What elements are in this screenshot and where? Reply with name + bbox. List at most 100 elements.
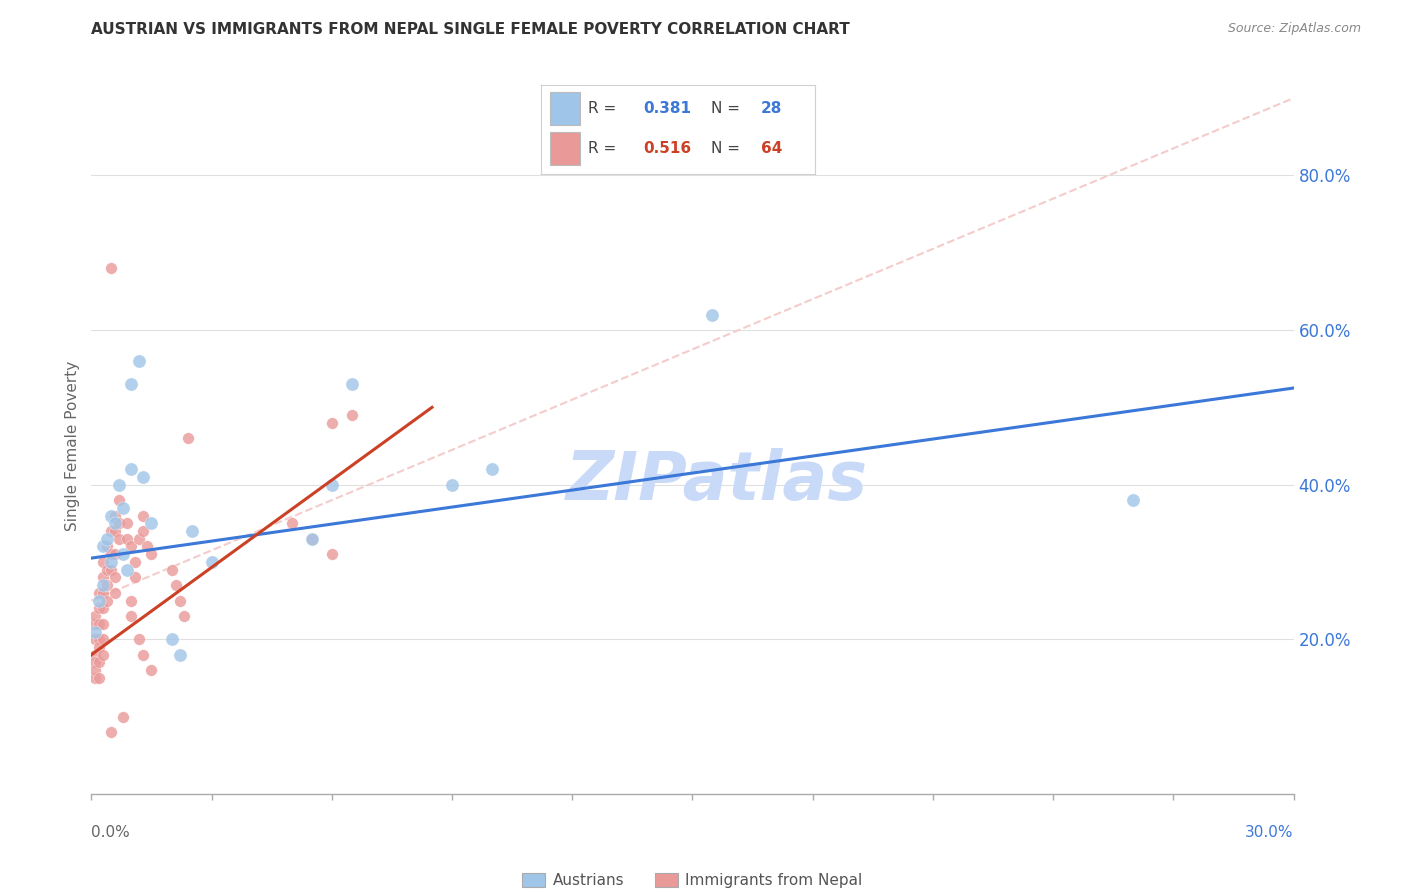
Text: 28: 28 [761,101,782,116]
Point [180,524,202,538]
Point [100,261,122,276]
Point [108,493,131,508]
Point [160,632,183,647]
Point [89,656,111,670]
Point [89,632,111,647]
Point [100,547,122,561]
Point [1122,493,1144,508]
Point [104,516,127,531]
Point [340,408,363,422]
Point [124,555,146,569]
Point [141,663,163,677]
Point [100,563,122,577]
Point [104,508,127,523]
Point [100,725,122,739]
Point [321,547,343,561]
Text: R =: R = [588,141,621,156]
Point [173,609,195,624]
Point [104,524,127,538]
Point [301,532,323,546]
Point [169,593,191,607]
Point [93,555,115,569]
Point [321,416,343,430]
Point [160,563,183,577]
Point [89,586,111,600]
Text: 0.516: 0.516 [643,141,690,156]
Point [96,578,118,592]
Point [84,656,107,670]
Point [89,601,111,615]
Point [93,570,115,584]
Point [84,663,107,677]
Point [93,632,115,647]
Point [104,586,127,600]
Point [89,616,111,631]
Point [84,671,107,685]
Point [124,570,146,584]
Point [96,563,118,577]
Point [121,377,143,392]
Text: AUSTRIAN VS IMMIGRANTS FROM NEPAL SINGLE FEMALE POVERTY CORRELATION CHART: AUSTRIAN VS IMMIGRANTS FROM NEPAL SINGLE… [91,22,851,37]
Point [108,477,131,491]
Point [93,540,115,554]
Point [281,516,304,531]
Point [117,563,139,577]
Text: 0.381: 0.381 [643,101,690,116]
Point [121,462,143,476]
Point [108,516,131,531]
Text: N =: N = [711,101,745,116]
Point [176,431,198,445]
Point [93,586,115,600]
Point [84,624,107,639]
Point [89,593,111,607]
Point [100,508,122,523]
Point [132,524,155,538]
Point [169,648,191,662]
Point [128,354,150,368]
Point [93,648,115,662]
Point [112,547,135,561]
Point [121,593,143,607]
Point [96,593,118,607]
Point [108,532,131,546]
Point [128,532,150,546]
Point [89,640,111,654]
Text: 64: 64 [761,141,782,156]
Point [117,532,139,546]
Point [132,470,155,484]
Point [132,508,155,523]
Point [121,540,143,554]
Text: Source: ZipAtlas.com: Source: ZipAtlas.com [1227,22,1361,36]
Point [112,500,135,515]
Legend: Austrians, Immigrants from Nepal: Austrians, Immigrants from Nepal [516,867,869,892]
FancyBboxPatch shape [550,92,579,125]
FancyBboxPatch shape [550,132,579,165]
Point [141,547,163,561]
Text: 0.0%: 0.0% [91,825,131,840]
Point [201,555,224,569]
Point [100,524,122,538]
Point [100,555,122,569]
Point [93,616,115,631]
Point [84,648,107,662]
Point [136,540,159,554]
Point [93,601,115,615]
Point [112,709,135,723]
Point [89,671,111,685]
Point [93,578,115,592]
Point [301,532,323,546]
Point [84,632,107,647]
Point [96,540,118,554]
Point [702,308,724,322]
Text: 30.0%: 30.0% [1246,825,1294,840]
Point [481,462,503,476]
Point [440,477,463,491]
Point [104,547,127,561]
Point [84,609,107,624]
Text: ZIPatlas: ZIPatlas [565,448,868,514]
Point [340,377,363,392]
Point [96,532,118,546]
Point [165,578,187,592]
Y-axis label: Single Female Poverty: Single Female Poverty [65,361,80,531]
Text: N =: N = [711,141,745,156]
